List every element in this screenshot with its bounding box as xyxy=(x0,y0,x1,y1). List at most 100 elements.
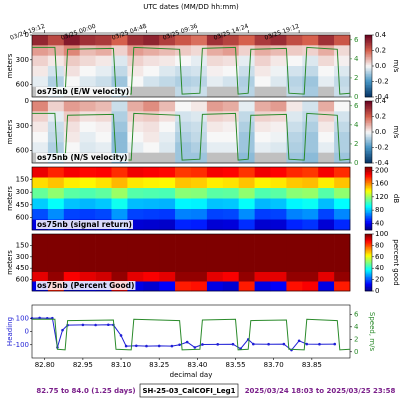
heat-cell xyxy=(111,209,128,220)
heat-cell xyxy=(143,142,160,153)
colorbar-swatch xyxy=(365,271,372,273)
heat-cell xyxy=(222,121,239,133)
y2-tick-label: 0 xyxy=(354,93,358,101)
heat-cell xyxy=(79,272,96,282)
heat-cell xyxy=(191,198,208,210)
heat-cell xyxy=(47,253,65,263)
heading-point xyxy=(145,344,148,348)
colorbar-swatch xyxy=(365,241,372,243)
colorbar-tick-label: 120 xyxy=(375,193,388,201)
colorbar-swatch xyxy=(365,92,372,95)
heading-point xyxy=(252,342,255,346)
colorbar-swatch xyxy=(365,44,372,47)
heat-cell xyxy=(111,198,128,210)
heat-cell xyxy=(191,177,208,189)
heat-cell xyxy=(286,253,303,263)
heat-cell xyxy=(111,101,128,112)
heat-cell xyxy=(159,177,176,189)
heat-cell xyxy=(206,76,224,87)
heat-cell xyxy=(254,152,271,164)
colorbar-swatch xyxy=(365,174,372,177)
heat-cell xyxy=(32,243,49,254)
heat-cell xyxy=(63,132,80,143)
heat-cell xyxy=(222,209,239,220)
heat-cell xyxy=(318,219,335,231)
heat-cell xyxy=(302,132,319,143)
colorbar-frame xyxy=(364,233,373,292)
heat-cell xyxy=(270,209,287,220)
heat-cell xyxy=(47,262,65,273)
colorbar-swatch xyxy=(365,73,372,76)
colorbar-swatch xyxy=(365,55,372,57)
colorbar-swatch xyxy=(365,181,372,184)
heat-cell xyxy=(318,198,335,210)
colorbar-swatch xyxy=(365,273,372,276)
heat-cell xyxy=(95,209,112,220)
x-tick-label: 83.70 xyxy=(264,361,284,369)
heat-cell xyxy=(302,35,319,46)
heat-cell xyxy=(159,111,176,122)
colorbar-swatch xyxy=(365,285,372,288)
heat-cell xyxy=(175,66,192,77)
colorbar-swatch xyxy=(365,252,372,255)
colorbar-swatch xyxy=(365,122,372,125)
heat-cell xyxy=(191,188,208,199)
heat-cell xyxy=(191,243,208,254)
colorbar-swatch xyxy=(365,209,372,212)
heat-cell xyxy=(222,177,239,189)
colorbar-swatch xyxy=(365,262,372,265)
heat-cell xyxy=(47,234,65,244)
heading-point xyxy=(201,343,204,346)
colorbar-swatch xyxy=(365,255,372,258)
colorbar-swatch xyxy=(365,95,372,98)
heat-cell xyxy=(159,234,176,244)
colorbar-swatch xyxy=(365,289,372,292)
heat-cell xyxy=(206,243,224,254)
heat-cell xyxy=(175,132,192,143)
heading-point xyxy=(282,342,286,346)
heat-cell xyxy=(127,243,144,254)
heat-cell xyxy=(63,66,80,77)
panel-label: os75nb (E/W velocity) xyxy=(37,87,129,96)
colorbar-swatch xyxy=(365,127,372,130)
heat-cell xyxy=(270,111,287,122)
heat-cell xyxy=(191,142,208,153)
heat-cell xyxy=(286,167,303,178)
heat-cell xyxy=(143,198,160,210)
heat-cell xyxy=(254,234,271,244)
heat-cell xyxy=(127,253,144,263)
colorbar-swatch xyxy=(365,218,372,221)
heat-cell xyxy=(270,152,287,164)
heat-cell xyxy=(159,253,176,263)
heat-cell xyxy=(302,209,319,220)
colorbar-swatch xyxy=(365,139,372,142)
heat-cell xyxy=(318,262,335,273)
heat-cell xyxy=(206,142,224,153)
heat-cell xyxy=(32,167,49,178)
heat-cell xyxy=(143,55,160,67)
heat-cell xyxy=(175,101,192,112)
y-axis-label: Heading xyxy=(6,317,14,346)
colorbar-swatch xyxy=(365,235,372,238)
y-axis-label: meters xyxy=(6,53,14,78)
x-tick-label: 82.95 xyxy=(73,361,93,369)
heat-cell xyxy=(238,253,255,263)
heat-cell xyxy=(111,76,128,87)
heat-cell xyxy=(127,198,144,210)
colorbar-swatch xyxy=(365,84,372,87)
colorbar-swatch xyxy=(365,42,372,45)
heat-cell xyxy=(318,272,335,282)
heat-cell xyxy=(159,142,176,153)
heat-cell xyxy=(222,55,239,67)
colorbar-tick-label: 20 xyxy=(375,276,384,284)
colorbar-swatch xyxy=(365,161,372,164)
colorbar-swatch xyxy=(365,93,372,96)
colorbar-swatch xyxy=(365,263,372,266)
heat-cell xyxy=(206,253,224,263)
heat-cell xyxy=(270,167,287,178)
heat-cell xyxy=(159,219,176,231)
colorbar-swatch xyxy=(365,76,372,79)
heat-cell xyxy=(270,66,287,77)
heat-cell xyxy=(270,198,287,210)
heat-cell xyxy=(47,272,65,282)
